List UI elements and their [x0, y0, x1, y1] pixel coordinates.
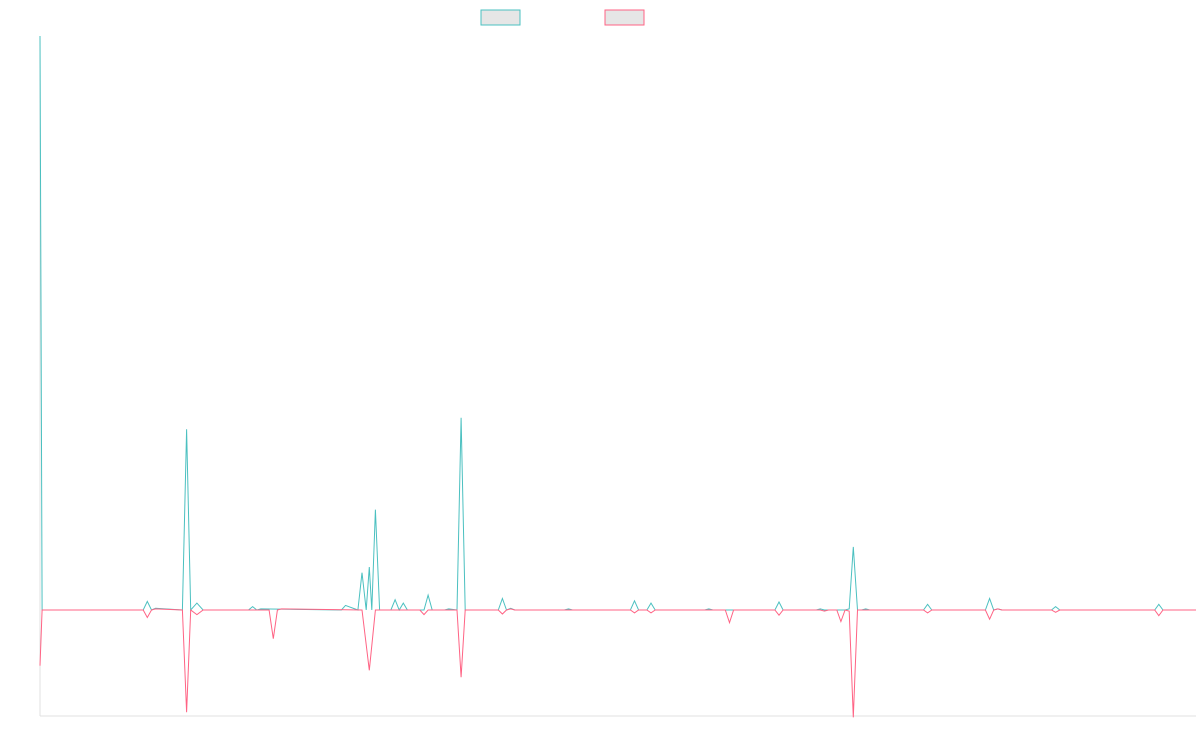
legend-swatch-2[interactable]	[604, 9, 645, 26]
series-layer	[39, 35, 1196, 718]
legend-swatch-1[interactable]	[480, 9, 521, 26]
legend	[480, 9, 645, 26]
series-line-1	[39, 35, 1196, 612]
plot-area	[39, 35, 1196, 718]
series-line-2	[39, 608, 1196, 718]
